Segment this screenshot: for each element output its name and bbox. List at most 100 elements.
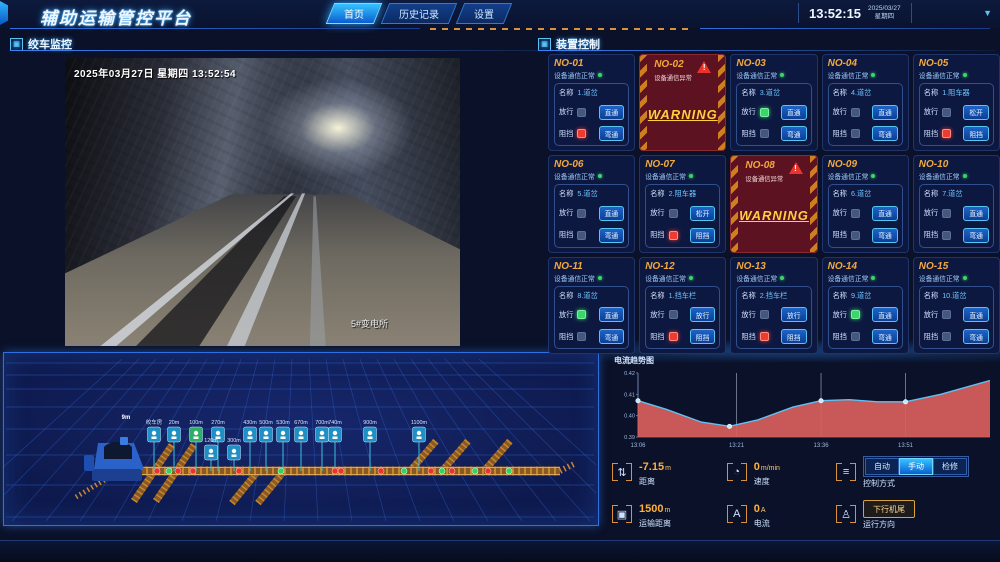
device-action-button[interactable]: 直通	[963, 205, 989, 221]
device-number: NO-06	[554, 159, 584, 171]
stat-control-mode: ≡ 自动 手动 检修 控制方式	[836, 455, 1000, 489]
device-action-button[interactable]: 放行	[689, 307, 716, 323]
row-label: 阻挡	[923, 230, 939, 240]
device-status: 设备通信正常	[919, 171, 994, 181]
device-action-button[interactable]: 直通	[598, 205, 625, 221]
device-action-button[interactable]: 直通	[872, 205, 898, 221]
mode-manual-button[interactable]: 手动	[899, 457, 934, 475]
row-label: 放行	[559, 107, 574, 117]
device-control-title: ▣ 装置控制	[538, 36, 600, 52]
status-led	[577, 107, 587, 117]
device-action-button[interactable]: 弯通	[963, 329, 989, 344]
device-status: 设备通信正常	[828, 171, 903, 181]
tab-home[interactable]: 首页	[325, 3, 383, 24]
track-signal-green	[505, 467, 513, 475]
device-action-button[interactable]: 弯通	[781, 126, 807, 142]
device-action-button[interactable]: 直通	[872, 307, 898, 323]
warning-text: WARNING	[647, 106, 718, 122]
status-led	[942, 129, 952, 139]
row-label: 阻挡	[741, 331, 756, 341]
panel-title-underline	[10, 50, 595, 51]
device-number: NO-03	[736, 58, 766, 69]
device-action-button[interactable]: 放行	[781, 307, 807, 323]
name-label: 名称	[832, 88, 847, 97]
signal-post: 700m	[315, 420, 329, 471]
tab-history[interactable]: 历史记录	[380, 3, 458, 24]
distance-label: 270m	[211, 420, 225, 426]
track-signal-red	[427, 467, 435, 475]
status-dot	[871, 73, 876, 77]
device-number: NO-08	[745, 160, 775, 172]
track-signal-red	[153, 467, 161, 475]
device-action-button[interactable]: 直通	[598, 104, 625, 120]
mode-maintenance-button[interactable]: 检修	[933, 457, 968, 475]
camera-location-label: 5#变电所	[350, 319, 388, 329]
device-status: 设备通信正常	[828, 70, 903, 80]
distance-label: 670m	[294, 420, 308, 426]
status-led	[850, 230, 860, 240]
warning-triangle-icon	[697, 61, 712, 73]
panel-icon: ▣	[10, 37, 23, 51]
row-label: 放行	[923, 107, 939, 117]
status-led	[850, 332, 860, 341]
device-action-button[interactable]: 弯通	[872, 329, 898, 344]
device-action-button[interactable]: 弯通	[963, 227, 989, 243]
tab-settings[interactable]: 设置	[455, 3, 513, 24]
device-action-button[interactable]: 阻挡	[781, 329, 807, 344]
device-status: 设备通信异常	[654, 75, 692, 82]
device-action-button[interactable]: 阻挡	[689, 227, 716, 243]
footer-bar	[0, 540, 1000, 562]
track-signal-green	[165, 467, 173, 475]
track-signal-green	[277, 467, 285, 475]
row-label: 阻挡	[650, 230, 665, 240]
device-action-button[interactable]: 松开	[689, 205, 716, 221]
device-card: NO-13 设备通信正常 名称 2.挡车栏 放行 放行 阻挡 阻挡	[730, 256, 818, 354]
name-label: 名称	[923, 88, 939, 97]
name-label: 名称	[650, 189, 665, 199]
device-status: 设备通信正常	[645, 273, 720, 283]
status-led	[668, 332, 678, 341]
chevron-down-icon[interactable]: ▼	[983, 8, 992, 18]
device-name: 9.道岔	[850, 290, 872, 300]
signal-post: 120m	[204, 438, 218, 471]
device-number: NO-13	[736, 260, 766, 272]
status-led	[759, 310, 769, 320]
device-action-button[interactable]: 阻挡	[689, 329, 716, 344]
device-action-button[interactable]: 阻挡	[963, 126, 989, 142]
device-status: 设备通信正常	[919, 273, 994, 283]
row-label: 放行	[832, 309, 847, 319]
device-number: NO-11	[554, 260, 583, 272]
status-led	[577, 310, 587, 320]
direction-button[interactable]: 下行机尾	[863, 500, 916, 519]
device-action-button[interactable]: 松开	[963, 104, 989, 120]
mode-auto-button[interactable]: 自动	[865, 457, 900, 475]
status-led	[668, 310, 678, 320]
device-action-button[interactable]: 直通	[963, 307, 989, 323]
signal-post: 20m	[167, 420, 181, 471]
device-action-button[interactable]: 直通	[872, 104, 898, 120]
device-number: NO-04	[827, 58, 858, 69]
track-signal-red	[448, 467, 456, 475]
start-distance-label: 9m	[122, 415, 131, 421]
device-action-button[interactable]: 直通	[781, 104, 807, 120]
device-number: NO-02	[654, 59, 684, 70]
svg-text:13:21: 13:21	[729, 443, 745, 449]
device-number: NO-15	[918, 260, 949, 272]
panel-title-underline	[538, 50, 996, 51]
device-action-button[interactable]: 弯通	[598, 126, 625, 142]
camera-feed[interactable]: 2025年03月27日 星期四 13:52:54 5#变电所	[65, 58, 460, 346]
device-card: NO-15 设备通信正常 名称 10.道岔 放行 直通 阻挡 弯通	[912, 256, 1000, 354]
edge-accent	[0, 1, 8, 25]
device-action-button[interactable]: 弯通	[872, 126, 898, 142]
current-icon: A	[726, 504, 747, 524]
device-action-button[interactable]: 弯通	[872, 227, 898, 243]
status-led	[942, 230, 952, 240]
name-label: 名称	[832, 290, 847, 300]
device-action-button[interactable]: 直通	[598, 307, 625, 323]
device-card: NO-06 设备通信正常 名称 5.道岔 放行 直通 阻挡 弯通	[548, 155, 636, 253]
device-action-button[interactable]: 弯通	[598, 329, 625, 344]
status-led	[942, 332, 952, 341]
row-label: 放行	[559, 309, 574, 319]
device-action-button[interactable]: 弯通	[598, 227, 625, 243]
weekday-display: 星期四	[874, 13, 895, 20]
